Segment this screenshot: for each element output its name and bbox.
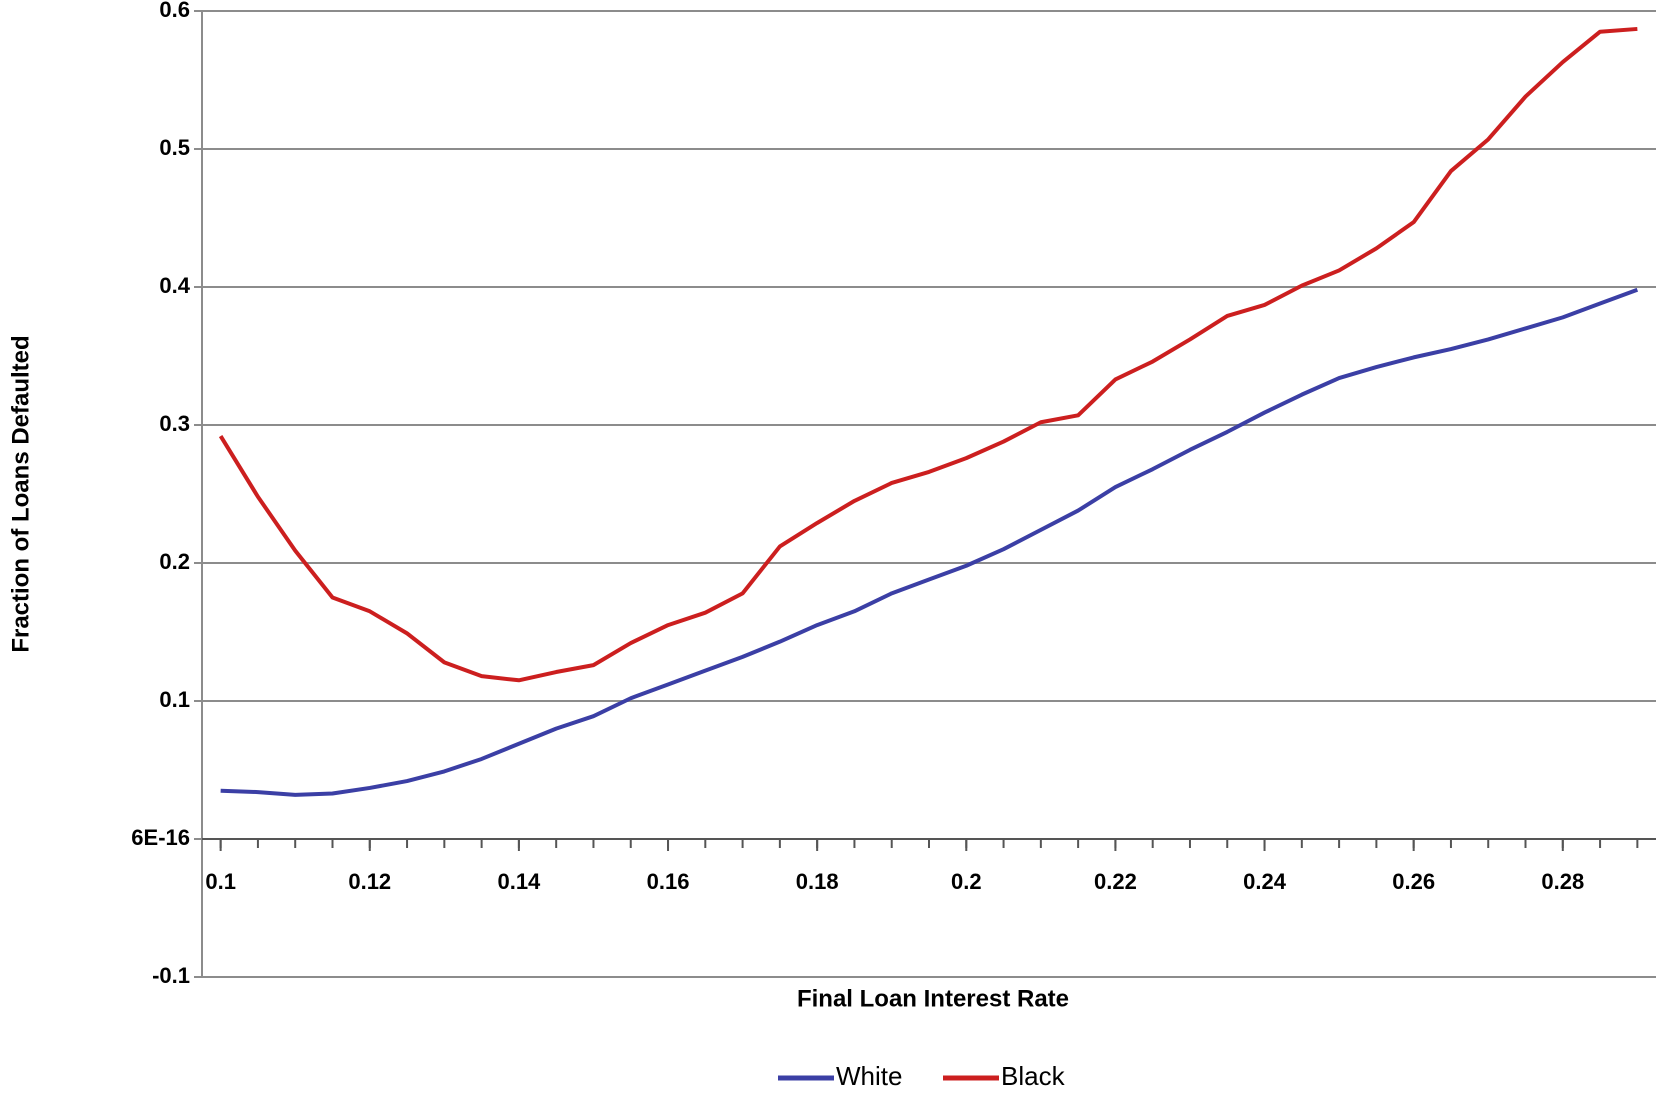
y-tick-label: 0.3 — [159, 411, 190, 436]
y-tick-label: 0.2 — [159, 549, 190, 574]
x-tick-label: 0.2 — [951, 869, 982, 894]
y-tick-label: 6E-16 — [131, 825, 190, 850]
x-tick-label: 0.16 — [647, 869, 690, 894]
y-tick-label: -0.1 — [152, 963, 190, 988]
y-tick-label: 0.1 — [159, 687, 190, 712]
y-tick-label: 0.6 — [159, 0, 190, 22]
legend-label: White — [836, 1061, 902, 1091]
y-tick-label: 0.4 — [159, 273, 190, 298]
x-tick-label: 0.14 — [497, 869, 541, 894]
y-axis-title: Fraction of Loans Defaulted — [7, 335, 34, 652]
x-tick-label: 0.1 — [205, 869, 236, 894]
x-axis-title: Final Loan Interest Rate — [797, 985, 1069, 1012]
x-tick-label: 0.28 — [1541, 869, 1584, 894]
x-tick-label: 0.22 — [1094, 869, 1137, 894]
x-tick-label: 0.18 — [796, 869, 839, 894]
x-tick-label: 0.26 — [1392, 869, 1435, 894]
legend-label: Black — [1001, 1061, 1066, 1091]
x-tick-label: 0.24 — [1243, 869, 1287, 894]
line-series — [218, 26, 1638, 683]
x-tick-label: 0.12 — [348, 869, 391, 894]
y-tick-label: 0.5 — [159, 135, 190, 160]
line-series — [220, 287, 1639, 797]
